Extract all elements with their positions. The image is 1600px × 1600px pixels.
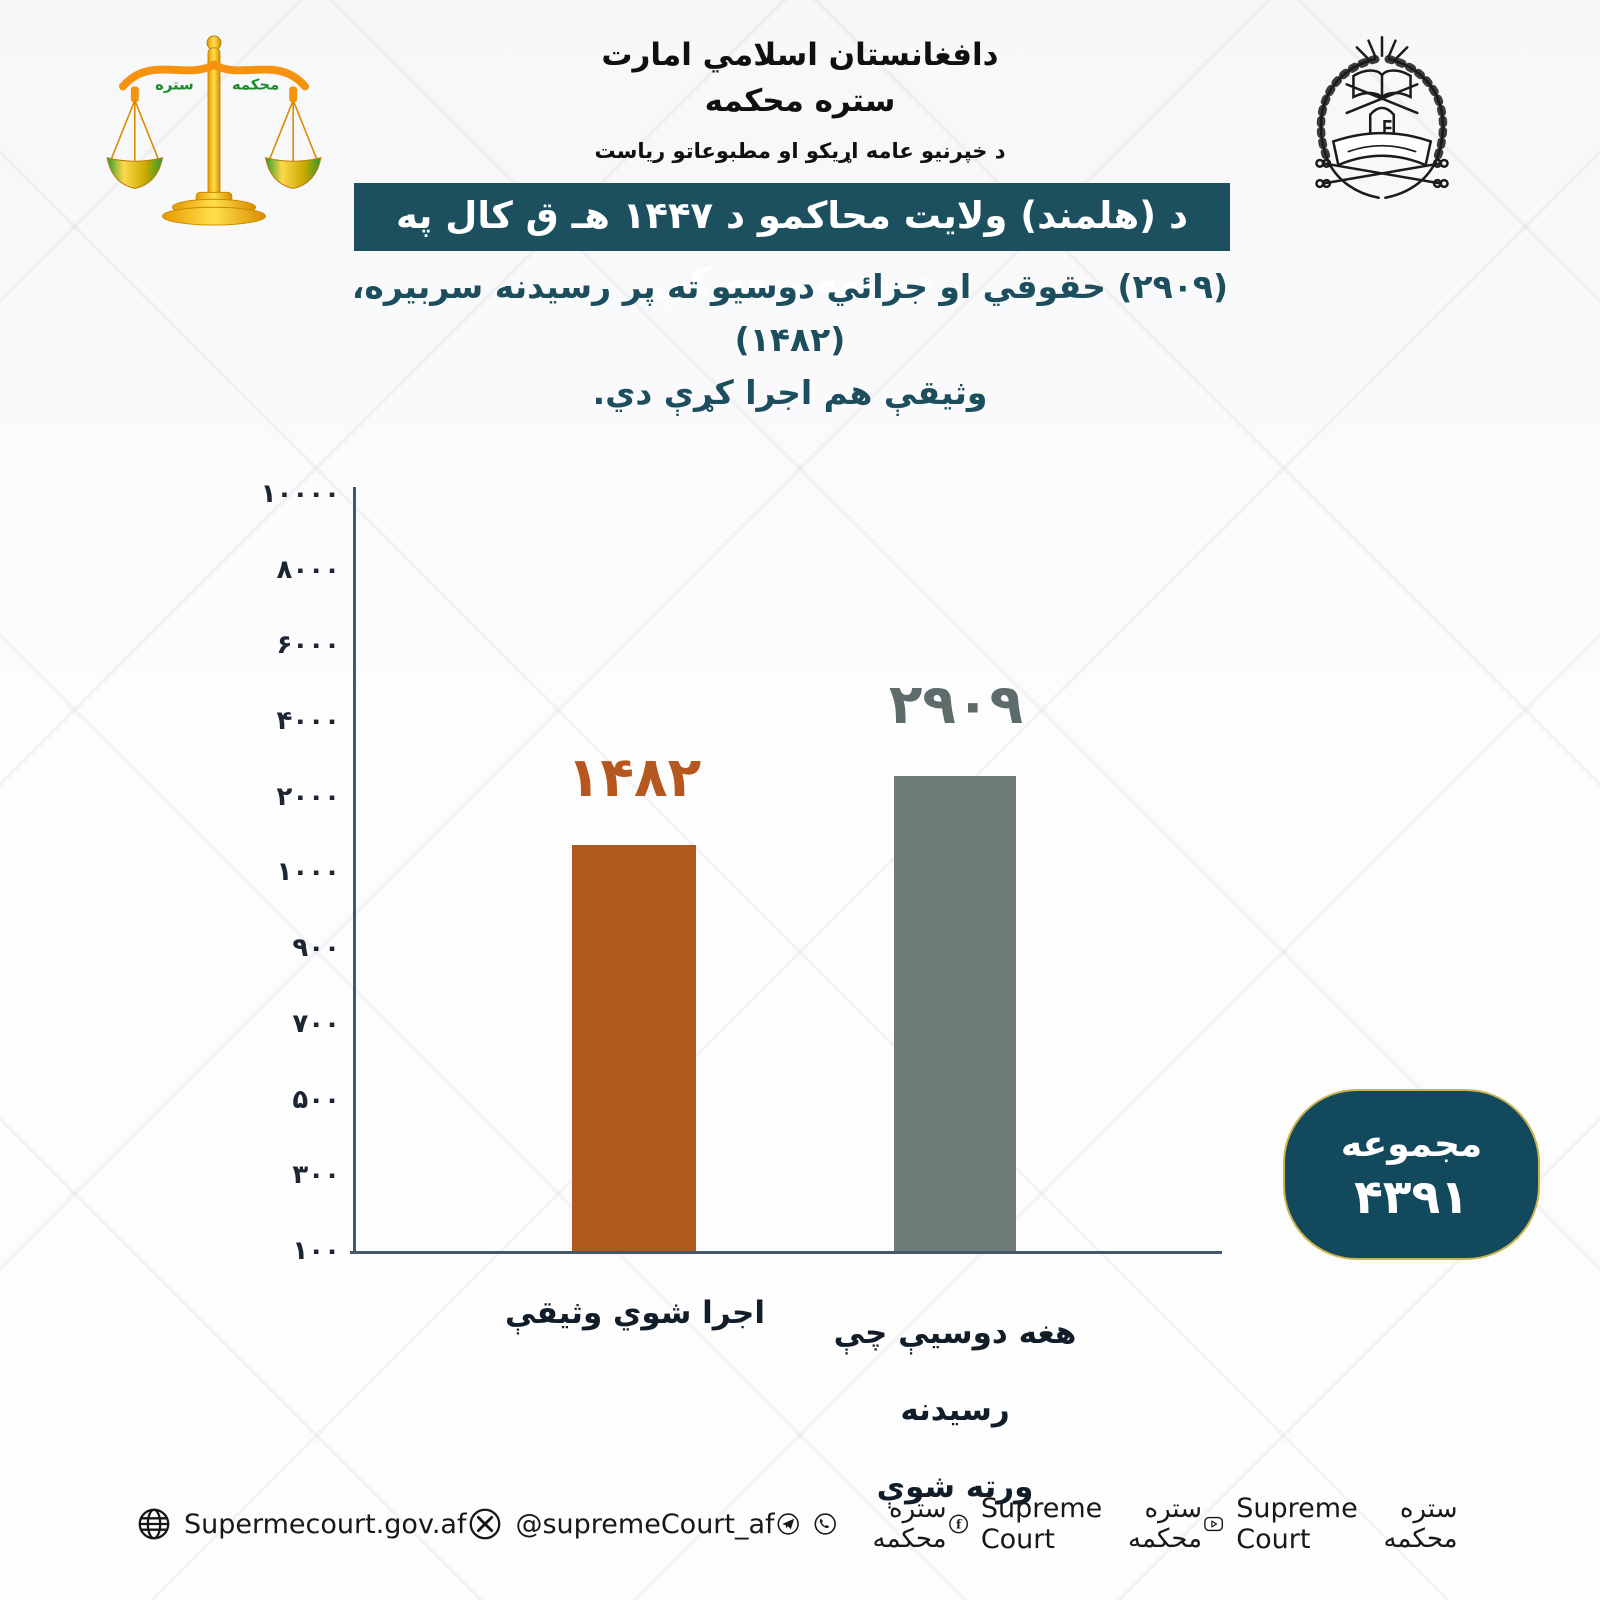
globe-icon: [138, 1508, 170, 1540]
subtitle: (۲۹۰۹) حقوقي او جزائي دوسیو ته پر رسیدنه…: [330, 260, 1250, 419]
header-center: دافغانستان اسلامي امارت ستره محکمه د خپر…: [480, 36, 1120, 163]
y-axis-line: [353, 487, 356, 1254]
category-label-processed-cases: هغه دوسیې چې رسیدنه ورته شوې: [795, 1295, 1115, 1526]
scales-left-pan: [106, 157, 164, 189]
footer-social-bar: Supermecourt.gov.af @supremeCourt_af ستر…: [135, 1493, 1458, 1555]
y-tick: ۲۰۰۰: [276, 781, 340, 812]
telegram-icon: [777, 1513, 799, 1535]
scales-strings: [110, 100, 318, 162]
y-tick: ۱۰۰۰: [276, 857, 340, 888]
x-axis-line: [350, 1251, 1222, 1254]
category-label-executed-deeds: اجرا شوي وثیقې: [504, 1295, 766, 1331]
y-tick: ۱۰۰۰۰: [260, 479, 340, 509]
scales-base: [162, 206, 266, 226]
department-name: د خپرنیو عامه اړیکو او مطبوعاتو ریاست: [594, 138, 1006, 163]
footer-facebook-text-ar: ستره محکمه: [1128, 1494, 1203, 1554]
footer-website-link[interactable]: Supermecourt.gov.af: [135, 1505, 466, 1543]
scales-beam: [118, 60, 310, 91]
y-tick: ۱۰۰: [292, 1235, 340, 1266]
facebook-icon: f: [948, 1514, 968, 1534]
bar-executed-deeds: [572, 845, 696, 1251]
scales-logo-word-left: ستره: [155, 76, 194, 93]
footer-youtube-link[interactable]: Supreme Court ستره محکمه: [1202, 1493, 1458, 1555]
whatsapp-icon: [814, 1513, 836, 1535]
title-banner: د (هلمند) ولایت محاکمو د ۱۴۴۷ هـ ق کال پ…: [354, 183, 1230, 303]
scales-of-justice-logo: ستره محکمه: [106, 35, 322, 226]
y-tick: ۸۰۰۰: [276, 554, 340, 585]
footer-youtube-text-en: Supreme Court: [1236, 1493, 1358, 1555]
footer-website-text: Supermecourt.gov.af: [184, 1508, 467, 1540]
category-label-line2: ورته شوې: [876, 1469, 1034, 1505]
x-icon: [470, 1508, 501, 1540]
footer-youtube-text-ar: ستره محکمه: [1383, 1494, 1458, 1554]
org-name: ستره محکمه: [704, 82, 896, 119]
y-tick: ۷۰۰: [292, 1008, 340, 1039]
footer-messengers-text: ستره محکمه: [872, 1494, 947, 1554]
total-badge: مجموعه ۴۳۹۱: [1283, 1089, 1540, 1260]
y-tick: ۹۰۰: [292, 933, 340, 964]
footer-messengers-link[interactable]: ستره محکمه: [775, 1494, 947, 1554]
subtitle-line2: وثیقې هم اجرا کړې دي.: [592, 373, 988, 412]
scales-logo-word-right: محکمه: [232, 76, 279, 93]
y-tick: ۳۰۰: [292, 1160, 340, 1191]
bar-processed-cases: [894, 776, 1016, 1251]
footer-facebook-link[interactable]: f Supreme Court ستره محکمه: [947, 1493, 1202, 1555]
y-tick: ۵۰۰: [292, 1084, 340, 1115]
category-label-line1: هغه دوسیې چې رسیدنه: [833, 1315, 1077, 1428]
y-tick: ۴۰۰۰: [276, 706, 340, 737]
y-tick: ۶۰۰۰: [276, 630, 340, 661]
footer-facebook-text-en: Supreme Court: [980, 1493, 1103, 1555]
bar-value-label-executed-deeds: ۱۴۸۲: [566, 745, 702, 809]
subtitle-line1: (۲۹۰۹) حقوقي او جزائي دوسیو ته پر رسیدنه…: [351, 267, 1229, 359]
total-badge-label: مجموعه: [1340, 1123, 1483, 1165]
youtube-icon: [1204, 1516, 1224, 1532]
svg-text:f: f: [956, 1518, 962, 1532]
total-badge-value: ۴۳۹۱: [1354, 1169, 1469, 1225]
footer-x-link[interactable]: @supremeCourt_af: [466, 1505, 775, 1543]
footer-x-text: @supremeCourt_af: [515, 1508, 775, 1540]
islamic-emirate-emblem-icon: [1315, 36, 1449, 200]
org-calligraphy: دافغانستان اسلامي امارت: [601, 37, 999, 73]
bar-value-label-processed-cases: ۲۹۰۹: [888, 672, 1024, 736]
scales-right-pan: [264, 157, 322, 189]
y-axis-tick-labels: ۱۰۰۰۰ ۸۰۰۰ ۶۰۰۰ ۴۰۰۰ ۲۰۰۰ ۱۰۰۰ ۹۰۰ ۷۰۰ ۵…: [215, 477, 340, 1268]
